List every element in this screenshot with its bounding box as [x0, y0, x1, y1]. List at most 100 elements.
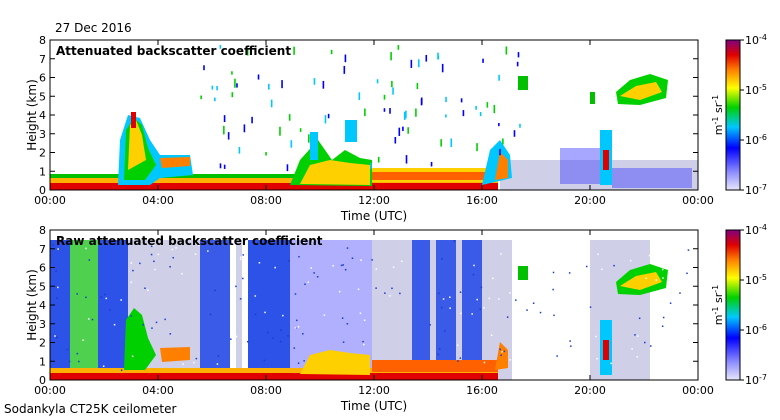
noise-speckle	[362, 340, 364, 343]
echo-speckle	[430, 161, 433, 167]
heatmap-layer	[50, 240, 690, 380]
colorbar-tick-label: 10-7	[745, 373, 767, 388]
echo-speckle	[516, 61, 519, 67]
echo-speckle	[410, 59, 413, 68]
noise-speckle	[597, 253, 599, 256]
echo-speckle	[203, 65, 205, 71]
cloud-feature	[128, 120, 146, 170]
noise-speckle	[503, 350, 506, 353]
noise-speckle	[132, 269, 134, 272]
background-shading	[500, 160, 698, 190]
echo-speckle	[437, 55, 440, 60]
noise-speckle	[488, 297, 491, 300]
echo-speckle	[505, 46, 508, 55]
echo-speckle	[322, 80, 325, 89]
noise-speckle	[631, 348, 633, 350]
y-tick-label: 1	[39, 355, 46, 368]
echo-speckle	[223, 125, 225, 135]
noise-speckle	[297, 362, 300, 364]
echo-speckle	[377, 156, 380, 163]
noise-speckle	[169, 333, 172, 335]
noise-speckle	[194, 253, 197, 255]
echo-speckle	[450, 138, 453, 147]
noise-speckle	[150, 245, 153, 248]
y-tick-label: 4	[39, 299, 46, 312]
noise-speckle	[230, 338, 232, 340]
noise-speckle	[515, 299, 517, 301]
noise-speckle	[120, 369, 123, 371]
noise-speckle	[68, 360, 71, 363]
noise-speckle	[303, 360, 305, 362]
noise-speckle	[351, 257, 354, 259]
noise-speckle	[526, 309, 528, 311]
noise-speckle	[473, 264, 475, 267]
noise-speckle	[384, 292, 386, 294]
noise-speckle	[304, 283, 306, 286]
colorbar-tick-label: 10-4	[745, 33, 767, 48]
noise-speckle	[102, 365, 105, 367]
echo-speckle	[236, 83, 238, 88]
noise-speckle	[344, 268, 347, 271]
noise-speckle	[293, 347, 296, 349]
echo-speckle	[330, 49, 333, 55]
noise-speckle	[532, 245, 534, 247]
noise-speckle	[552, 271, 555, 274]
noise-speckle	[150, 253, 153, 256]
noise-speckle	[157, 253, 160, 256]
noise-speckle	[585, 265, 588, 268]
noise-speckle	[240, 256, 242, 259]
noise-speckle	[254, 295, 257, 297]
echo-speckle	[234, 78, 236, 88]
noise-speckle	[515, 287, 517, 289]
noise-speckle	[57, 286, 59, 289]
noise-speckle	[595, 335, 597, 338]
noise-speckle	[341, 317, 344, 319]
echo-speckle	[344, 54, 347, 63]
noise-speckle	[375, 268, 378, 270]
echo-speckle	[214, 97, 216, 102]
echo-speckle	[288, 114, 291, 121]
cloud-feature	[131, 112, 136, 128]
echo-speckle	[440, 139, 442, 147]
noise-speckle	[657, 307, 660, 309]
noise-speckle	[139, 262, 141, 265]
noise-speckle	[556, 355, 558, 357]
x-tick-label: 12:00	[358, 194, 390, 207]
echo-speckle	[392, 87, 394, 95]
cloud-feature	[612, 168, 692, 188]
noise-speckle	[687, 249, 690, 251]
noise-speckle	[154, 268, 156, 271]
echo-speckle	[397, 45, 400, 50]
x-tick-label: 04:00	[142, 194, 174, 207]
panel-attenuated: Attenuated backscatter coefficient 0 1 2 3 4…	[25, 33, 767, 224]
echo-speckle	[420, 98, 423, 106]
noise-speckle	[459, 291, 462, 293]
echo-speckle	[402, 126, 404, 132]
colorbar-tick-label: 10-5	[745, 83, 767, 98]
noise-speckle	[429, 324, 431, 326]
noise-speckle	[131, 355, 134, 358]
colorbar-label: m-1 sr-1	[711, 95, 726, 135]
cloud-feature	[518, 266, 528, 280]
noise-speckle	[357, 288, 360, 291]
noise-speckle	[669, 302, 672, 304]
echo-speckle	[502, 138, 504, 145]
echo-speckle	[231, 92, 234, 98]
y-tick-label: 4	[39, 109, 46, 122]
noise-speckle	[575, 315, 577, 317]
noise-speckle	[279, 340, 282, 343]
echo-speckle	[416, 83, 419, 90]
x-tick-label: 16:00	[466, 194, 498, 207]
x-tick-label: 20:00	[574, 194, 606, 207]
echo-speckle	[493, 104, 496, 114]
noise-speckle	[457, 344, 459, 346]
x-tick-label: 00:00	[682, 194, 714, 207]
echo-speckle	[517, 52, 520, 58]
echo-speckle	[383, 108, 386, 112]
echo-speckle	[286, 164, 289, 172]
cloud-feature	[124, 308, 156, 370]
echo-speckle	[389, 108, 391, 114]
noise-speckle	[638, 317, 641, 320]
echo-speckle	[313, 78, 316, 85]
y-tick-label: 5	[39, 280, 46, 293]
